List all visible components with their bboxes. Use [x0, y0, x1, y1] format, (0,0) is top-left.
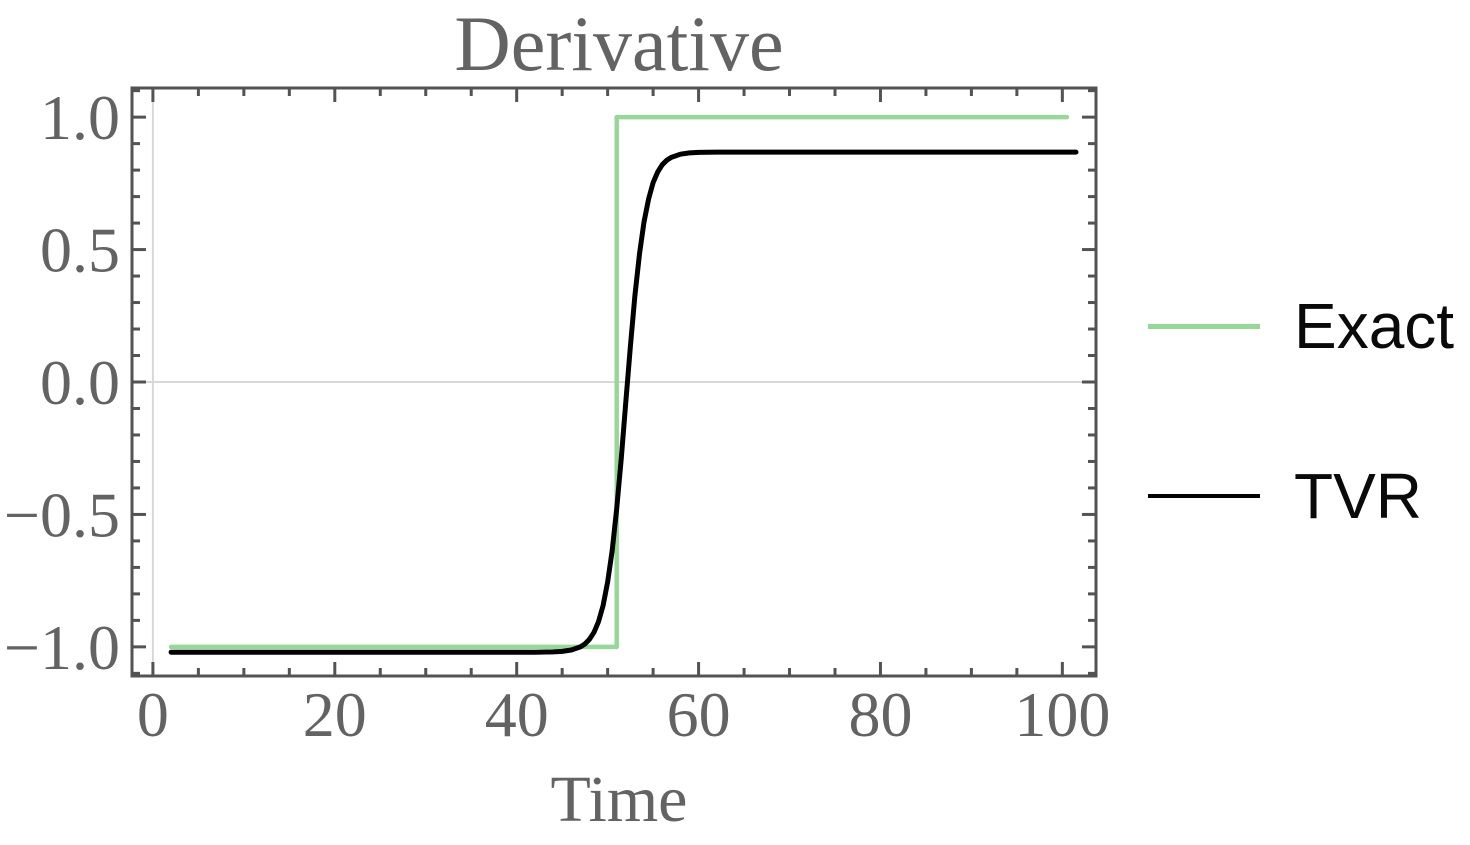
- x-tick-label: 80: [848, 679, 912, 750]
- legend-item-exact: Exact: [1148, 290, 1454, 362]
- series-line-exact: [168, 114, 1070, 650]
- x-tick-label: 40: [485, 679, 549, 750]
- legend-label-tvr: TVR: [1294, 460, 1422, 532]
- x-tick-label: 0: [137, 679, 169, 750]
- plot-title: Derivative: [454, 0, 784, 87]
- y-tick-label: −0.5: [4, 479, 120, 550]
- gridlines: [132, 88, 1096, 676]
- x-tick-label: 100: [1014, 679, 1110, 750]
- y-tick-label: 0.0: [40, 347, 120, 418]
- tvr-line-swatch: [1148, 494, 1260, 498]
- y-tick-label: 0.5: [40, 215, 120, 286]
- series-line-tvr: [168, 149, 1079, 655]
- legend-item-tvr: TVR: [1148, 460, 1422, 532]
- x-tick-label: 20: [303, 679, 367, 750]
- y-tick-label: 1.0: [40, 82, 120, 153]
- axis-ticks: [132, 88, 1096, 676]
- exact-line-swatch: [1148, 323, 1260, 329]
- x-axis-label: Time: [550, 763, 688, 836]
- legend-label-exact: Exact: [1294, 290, 1455, 362]
- tick-labels: 0 20 40 60 80 100 −1.0 −0.5 0.0 0.5 1.0: [4, 82, 1110, 750]
- x-tick-label: 60: [667, 679, 731, 750]
- y-tick-label: −1.0: [4, 612, 120, 683]
